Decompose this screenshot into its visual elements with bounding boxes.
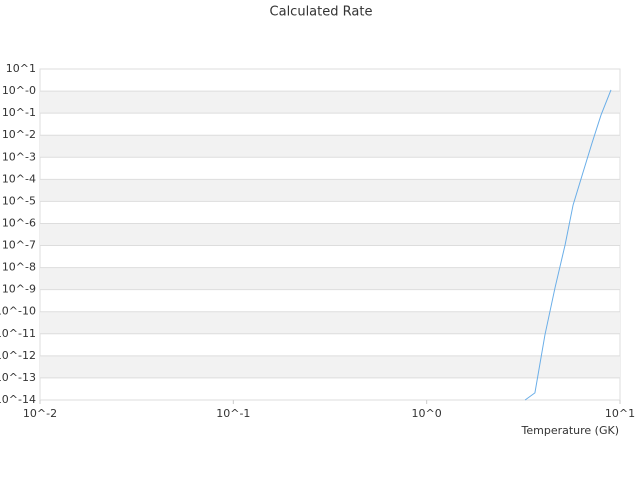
y-tick-label: 10^-9 xyxy=(2,283,36,296)
grid-band xyxy=(40,267,620,290)
y-tick-label: 10^-0 xyxy=(2,84,36,97)
y-tick-label: 10^-6 xyxy=(2,216,36,229)
y-tick-label: 10^-3 xyxy=(2,150,36,163)
y-tick-label: 10^-7 xyxy=(2,239,36,252)
y-tick-label: 10^-10 xyxy=(0,305,36,318)
x-tick-label: 10^0 xyxy=(412,407,442,420)
grid-band xyxy=(40,311,620,334)
y-tick-label: 10^-5 xyxy=(2,194,36,207)
y-tick-label: 10^-14 xyxy=(0,393,36,406)
line xyxy=(524,89,612,401)
grid-band xyxy=(40,223,620,246)
y-tick-label: 10^-8 xyxy=(2,261,36,274)
grid-band xyxy=(40,135,620,158)
x-tick-label: 10^1 xyxy=(605,407,635,420)
x-axis-label: Temperature (GK) xyxy=(521,424,620,437)
y-tick-label: 10^-13 xyxy=(0,371,36,384)
y-tick-label: 10^-1 xyxy=(2,106,36,119)
grid-band xyxy=(40,91,620,114)
y-tick-label: 10^-4 xyxy=(2,172,36,185)
x-tick-label: 10^-2 xyxy=(23,407,57,420)
chart-title: Calculated Rate xyxy=(270,5,373,20)
grid-band xyxy=(40,179,620,202)
grid-band xyxy=(40,355,620,378)
y-tick-label: 10^-12 xyxy=(0,349,36,362)
y-tick-label: 10^-2 xyxy=(2,128,36,141)
y-tick-label: 10^-11 xyxy=(0,327,36,340)
plot-area xyxy=(39,68,621,404)
y-tick-label: 10^1 xyxy=(6,62,36,75)
x-tick-label: 10^-1 xyxy=(216,407,250,420)
